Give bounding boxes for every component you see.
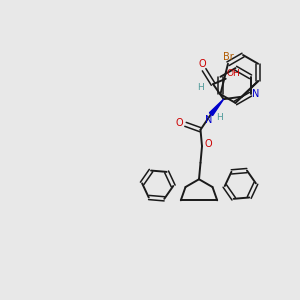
Polygon shape — [209, 99, 224, 116]
Text: N: N — [205, 115, 212, 124]
Text: OH: OH — [226, 69, 240, 78]
Text: O: O — [199, 59, 206, 69]
Text: H: H — [216, 112, 223, 122]
Text: O: O — [176, 118, 183, 128]
Text: H: H — [197, 83, 204, 92]
Text: Br: Br — [223, 52, 233, 62]
Text: N: N — [252, 88, 260, 99]
Text: O: O — [205, 139, 212, 149]
